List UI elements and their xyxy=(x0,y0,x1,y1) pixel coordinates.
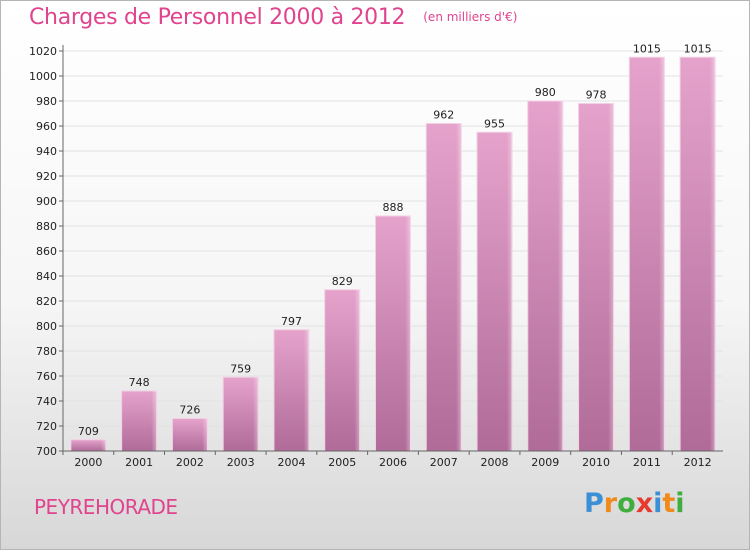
proxiti-logo: Proxiti xyxy=(584,488,685,519)
y-tick-label: 800 xyxy=(36,320,57,333)
y-tick-label: 780 xyxy=(36,345,57,358)
commune-name: PEYREHORADE xyxy=(34,495,178,519)
y-tick-label: 920 xyxy=(36,170,57,183)
data-label-2008: 955 xyxy=(484,117,505,130)
bar-highlight xyxy=(70,439,106,451)
data-label-2005: 829 xyxy=(332,275,353,288)
logo-letter: i xyxy=(653,488,663,519)
x-tick-label-2011: 2011 xyxy=(633,456,661,469)
bar-highlight xyxy=(172,418,208,451)
bars xyxy=(70,56,716,452)
y-tick-label: 900 xyxy=(36,195,57,208)
y-tick-label: 700 xyxy=(36,445,57,458)
x-tick-label-2008: 2008 xyxy=(481,456,509,469)
logo-letter: P xyxy=(584,488,604,519)
x-tick-label-2009: 2009 xyxy=(531,456,559,469)
logo-letter: i xyxy=(675,488,685,519)
x-tick-label-2000: 2000 xyxy=(74,456,102,469)
bar-highlight xyxy=(477,132,513,451)
data-label-2001: 748 xyxy=(129,376,150,389)
x-tick-label-2005: 2005 xyxy=(328,456,356,469)
data-label-2009: 980 xyxy=(535,86,556,99)
y-tick-label: 840 xyxy=(36,270,57,283)
x-tick-label-2012: 2012 xyxy=(684,456,712,469)
data-label-2002: 726 xyxy=(179,404,200,417)
data-label-2004: 797 xyxy=(281,315,302,328)
bar-highlight xyxy=(121,391,157,451)
logo-letter: x xyxy=(635,488,654,519)
logo-letter: t xyxy=(662,488,676,519)
bar-highlight xyxy=(527,101,563,451)
data-label-2007: 962 xyxy=(433,109,454,122)
y-tick-label: 940 xyxy=(36,145,57,158)
x-tick-label-2010: 2010 xyxy=(582,456,610,469)
bar-highlight xyxy=(223,377,259,451)
y-tick-label: 1000 xyxy=(29,70,57,83)
bar-highlight xyxy=(324,289,360,451)
bar-highlight xyxy=(273,329,309,451)
data-labels: 709 748 726 759 797 829 888 962 955 980 978 1015 101… xyxy=(78,42,712,438)
y-tick-label: 860 xyxy=(36,245,57,258)
y-tick-label: 980 xyxy=(36,95,57,108)
data-label-2000: 709 xyxy=(78,425,99,438)
x-tick-label-2003: 2003 xyxy=(227,456,255,469)
x-tick-label-2002: 2002 xyxy=(176,456,204,469)
bar-highlight xyxy=(680,57,716,451)
y-tick-label: 740 xyxy=(36,395,57,408)
axes xyxy=(62,45,723,452)
data-label-2012: 1015 xyxy=(684,42,712,55)
data-label-2006: 888 xyxy=(383,201,404,214)
y-tick-label: 760 xyxy=(36,370,57,383)
x-tick-label-2006: 2006 xyxy=(379,456,407,469)
x-tick-label-2001: 2001 xyxy=(125,456,153,469)
chart-subtitle: (en milliers d'€) xyxy=(423,10,518,24)
x-tick-label-2004: 2004 xyxy=(277,456,305,469)
chart-title: Charges de Personnel 2000 à 2012 xyxy=(29,5,406,30)
logo-letter: r xyxy=(603,488,618,519)
y-tick-label: 880 xyxy=(36,220,57,233)
bar-highlight xyxy=(578,103,614,451)
logo-letter: o xyxy=(617,488,636,519)
y-tick-label: 1020 xyxy=(29,45,57,58)
y-tick-label: 820 xyxy=(36,295,57,308)
y-axis-ticks: 700 720 740 760 780 800 820 840 860 880 900 920 940 9… xyxy=(29,45,63,458)
data-label-2003: 759 xyxy=(230,362,251,375)
x-tick-label-2007: 2007 xyxy=(430,456,458,469)
data-label-2011: 1015 xyxy=(633,42,661,55)
x-axis-ticks: 2000 2001 2002 2003 2004 2005 2006 2007 2008 2009… xyxy=(62,451,712,469)
bar-highlight xyxy=(629,57,665,451)
data-label-2010: 978 xyxy=(586,89,607,102)
bar-highlight xyxy=(375,216,411,451)
y-tick-label: 720 xyxy=(36,420,57,433)
y-tick-label: 960 xyxy=(36,120,57,133)
title-line: Charges de Personnel 2000 à 2012 (en mill… xyxy=(29,5,517,30)
bar-highlight xyxy=(426,123,462,451)
